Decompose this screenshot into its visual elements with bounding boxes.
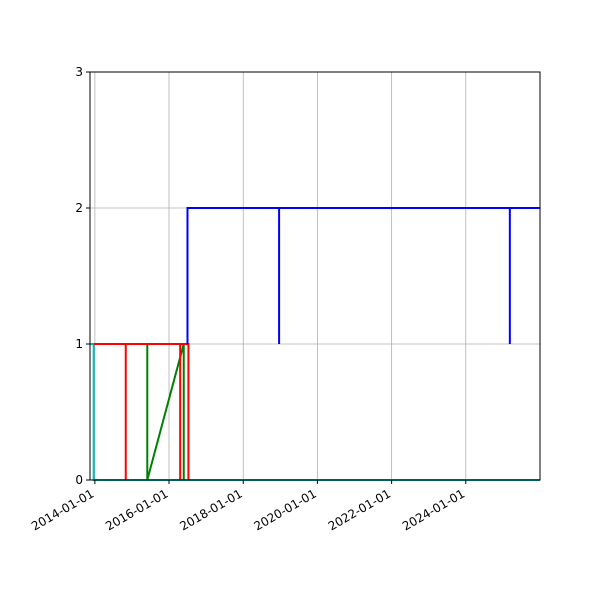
x-tick-label: 2016-01-01 — [103, 486, 170, 533]
y-tick-label: 3 — [75, 65, 83, 79]
series-line — [90, 343, 540, 481]
plot-area-frame — [89, 71, 541, 481]
x-tick-label: 2024-01-01 — [400, 486, 467, 533]
x-tick-label: 2022-01-01 — [326, 486, 393, 533]
series-line — [146, 343, 185, 481]
series-line — [93, 343, 190, 480]
series-line — [186, 207, 540, 344]
x-tick-label: 2014-01-01 — [29, 486, 96, 533]
grid — [90, 71, 540, 481]
y-tick-label: 0 — [75, 473, 83, 487]
x-tick-label: 2018-01-01 — [177, 486, 244, 533]
x-tick-label: 2020-01-01 — [251, 486, 318, 533]
y-tick-label: 1 — [75, 337, 83, 351]
y-tick-label: 2 — [75, 201, 83, 215]
